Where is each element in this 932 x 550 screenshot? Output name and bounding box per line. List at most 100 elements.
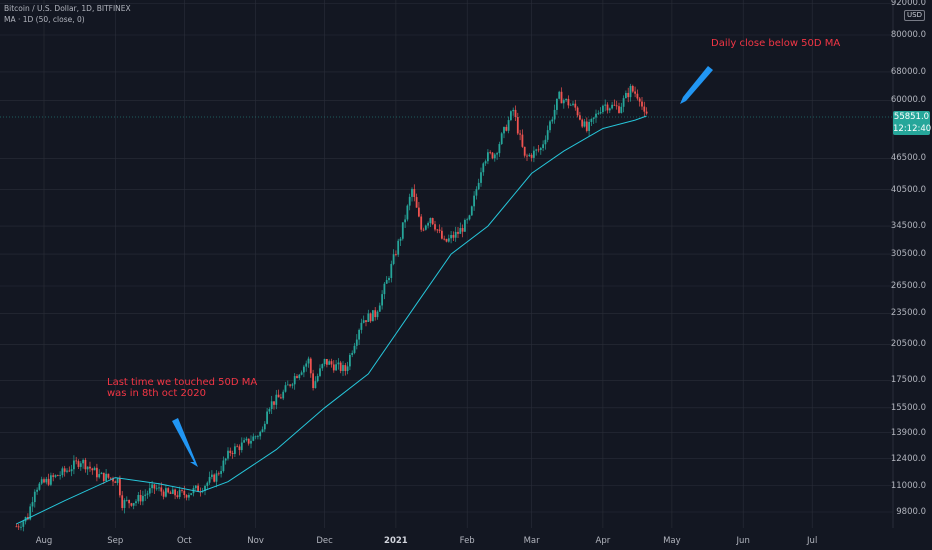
- candle-up: [590, 118, 593, 122]
- candle-up: [507, 120, 510, 131]
- candle-up: [553, 109, 556, 120]
- candle-down: [296, 376, 298, 378]
- candle-up: [512, 109, 515, 112]
- currency-label[interactable]: USD: [904, 10, 925, 21]
- candle-up: [447, 238, 450, 242]
- candle-up: [36, 489, 38, 492]
- candle-up: [475, 189, 478, 196]
- candle-up: [401, 222, 404, 239]
- candle-up: [178, 490, 181, 497]
- candle-up: [429, 218, 432, 224]
- candle-up: [284, 385, 287, 392]
- candle-up: [263, 423, 266, 430]
- candle-up: [360, 322, 363, 330]
- candle-up: [45, 478, 48, 483]
- candle-up: [381, 294, 383, 306]
- candle-down: [174, 489, 176, 496]
- x-tick-label: May: [663, 536, 681, 546]
- candle-up: [385, 280, 388, 284]
- candle-down: [236, 446, 239, 448]
- candle-down: [197, 485, 199, 492]
- candle-up: [98, 474, 101, 478]
- candle-up: [220, 471, 222, 474]
- candle-up: [116, 478, 119, 483]
- candle-up: [22, 521, 25, 527]
- candle-down: [505, 126, 508, 131]
- candle-up: [211, 474, 213, 477]
- candle-down: [422, 229, 425, 231]
- candle-down: [431, 218, 434, 225]
- candle-down: [229, 450, 232, 454]
- candle-up: [556, 98, 558, 110]
- indicator-legend[interactable]: MA · 1D (50, close, 0): [4, 15, 85, 24]
- candle-down: [107, 473, 110, 478]
- candle-up: [602, 105, 604, 113]
- candle-up: [539, 148, 542, 151]
- candle-up: [411, 189, 413, 197]
- candle-down: [52, 475, 55, 477]
- candle-up: [323, 358, 326, 365]
- candle-up: [132, 503, 135, 506]
- candle-down: [344, 365, 347, 372]
- ma-line: [16, 115, 647, 525]
- candle-up: [188, 494, 190, 498]
- candle-up: [266, 411, 268, 424]
- candle-up: [171, 489, 174, 494]
- candle-up: [243, 440, 245, 443]
- y-tick-label: 20500.0: [890, 339, 926, 350]
- candles-layer: [15, 83, 648, 532]
- grid-lines: [0, 0, 894, 528]
- candle-down: [109, 477, 112, 479]
- candle-up: [227, 450, 229, 459]
- candle-up: [33, 491, 36, 503]
- candle-up: [321, 364, 324, 369]
- candle-up: [390, 263, 393, 278]
- annotation-ma-touch[interactable]: Last time we touched 50D MA was in 8th o…: [107, 377, 257, 399]
- candle-up: [234, 446, 236, 454]
- candle-down: [627, 92, 630, 98]
- candle-up: [595, 113, 597, 118]
- candle-down: [443, 238, 446, 240]
- candle-down: [121, 495, 124, 508]
- candle-up: [250, 440, 252, 444]
- candle-down: [461, 228, 464, 232]
- candle-up: [270, 401, 273, 409]
- candle-up: [194, 485, 197, 489]
- candle-down: [634, 91, 636, 94]
- y-tick-label: 13900.0: [890, 427, 926, 438]
- candle-up: [59, 475, 61, 476]
- candle-up: [66, 470, 68, 472]
- candle-down: [56, 475, 59, 476]
- candle-up: [337, 362, 340, 365]
- candle-up: [252, 436, 255, 441]
- candle-down: [523, 146, 526, 156]
- candle-up: [351, 352, 354, 355]
- candle-up: [82, 459, 84, 464]
- candle-up: [346, 366, 349, 372]
- candle-down: [441, 230, 443, 239]
- candle-up: [544, 139, 547, 145]
- candle-down: [289, 384, 291, 386]
- candle-up: [569, 104, 572, 106]
- candle-up: [257, 436, 259, 438]
- x-tick-label: Aug: [35, 536, 53, 546]
- candle-up: [293, 376, 296, 385]
- y-tick-label: 23500.0: [890, 308, 926, 319]
- candle-up: [484, 161, 487, 164]
- arrow-left-icon: [172, 418, 198, 467]
- candle-up: [261, 429, 264, 432]
- candle-down: [47, 478, 50, 485]
- candle-up: [470, 206, 473, 216]
- candle-up: [487, 152, 489, 162]
- candle-down: [63, 468, 66, 472]
- candle-up: [100, 472, 103, 475]
- candle-down: [436, 229, 439, 231]
- candle-down: [585, 121, 588, 131]
- candle-down: [91, 468, 94, 471]
- candle-up: [468, 215, 471, 220]
- annotation-ma-touch-line2: was in 8th oct 2020: [107, 388, 206, 399]
- annotation-close-below[interactable]: Daily close below 50D MA: [711, 38, 841, 49]
- candle-up: [362, 320, 365, 323]
- x-tick-label: Oct: [176, 536, 192, 546]
